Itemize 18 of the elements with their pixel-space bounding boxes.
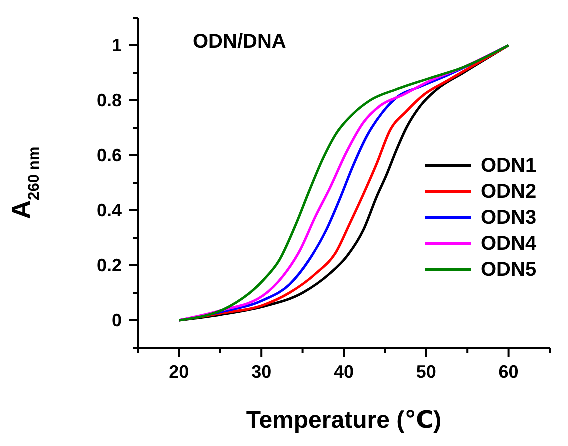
legend-label: ODN5 — [481, 258, 537, 282]
x-tick-label: 20 — [169, 362, 190, 382]
y-tick-label: 0.6 — [96, 146, 122, 166]
legend-label: ODN4 — [481, 232, 537, 256]
x-tick-label: 30 — [252, 362, 272, 382]
x-tick-label: 50 — [416, 362, 436, 382]
y-tick-label: 0 — [112, 310, 122, 330]
text: ODN/DNA — [193, 31, 286, 53]
legend-label: ODN3 — [481, 206, 537, 230]
legend-label: ODN2 — [481, 180, 537, 204]
y-tick-label: 0.4 — [96, 200, 122, 220]
x-tick-label: 40 — [334, 362, 354, 382]
y-tick-label: 0.2 — [96, 256, 122, 276]
x-tick-label: 60 — [498, 362, 519, 382]
x-axis-title: Temperature (℃) — [246, 407, 442, 434]
y-tick-label: 0.8 — [96, 90, 122, 110]
y-tick-label: 1 — [112, 36, 122, 56]
legend-label: ODN1 — [481, 154, 537, 178]
